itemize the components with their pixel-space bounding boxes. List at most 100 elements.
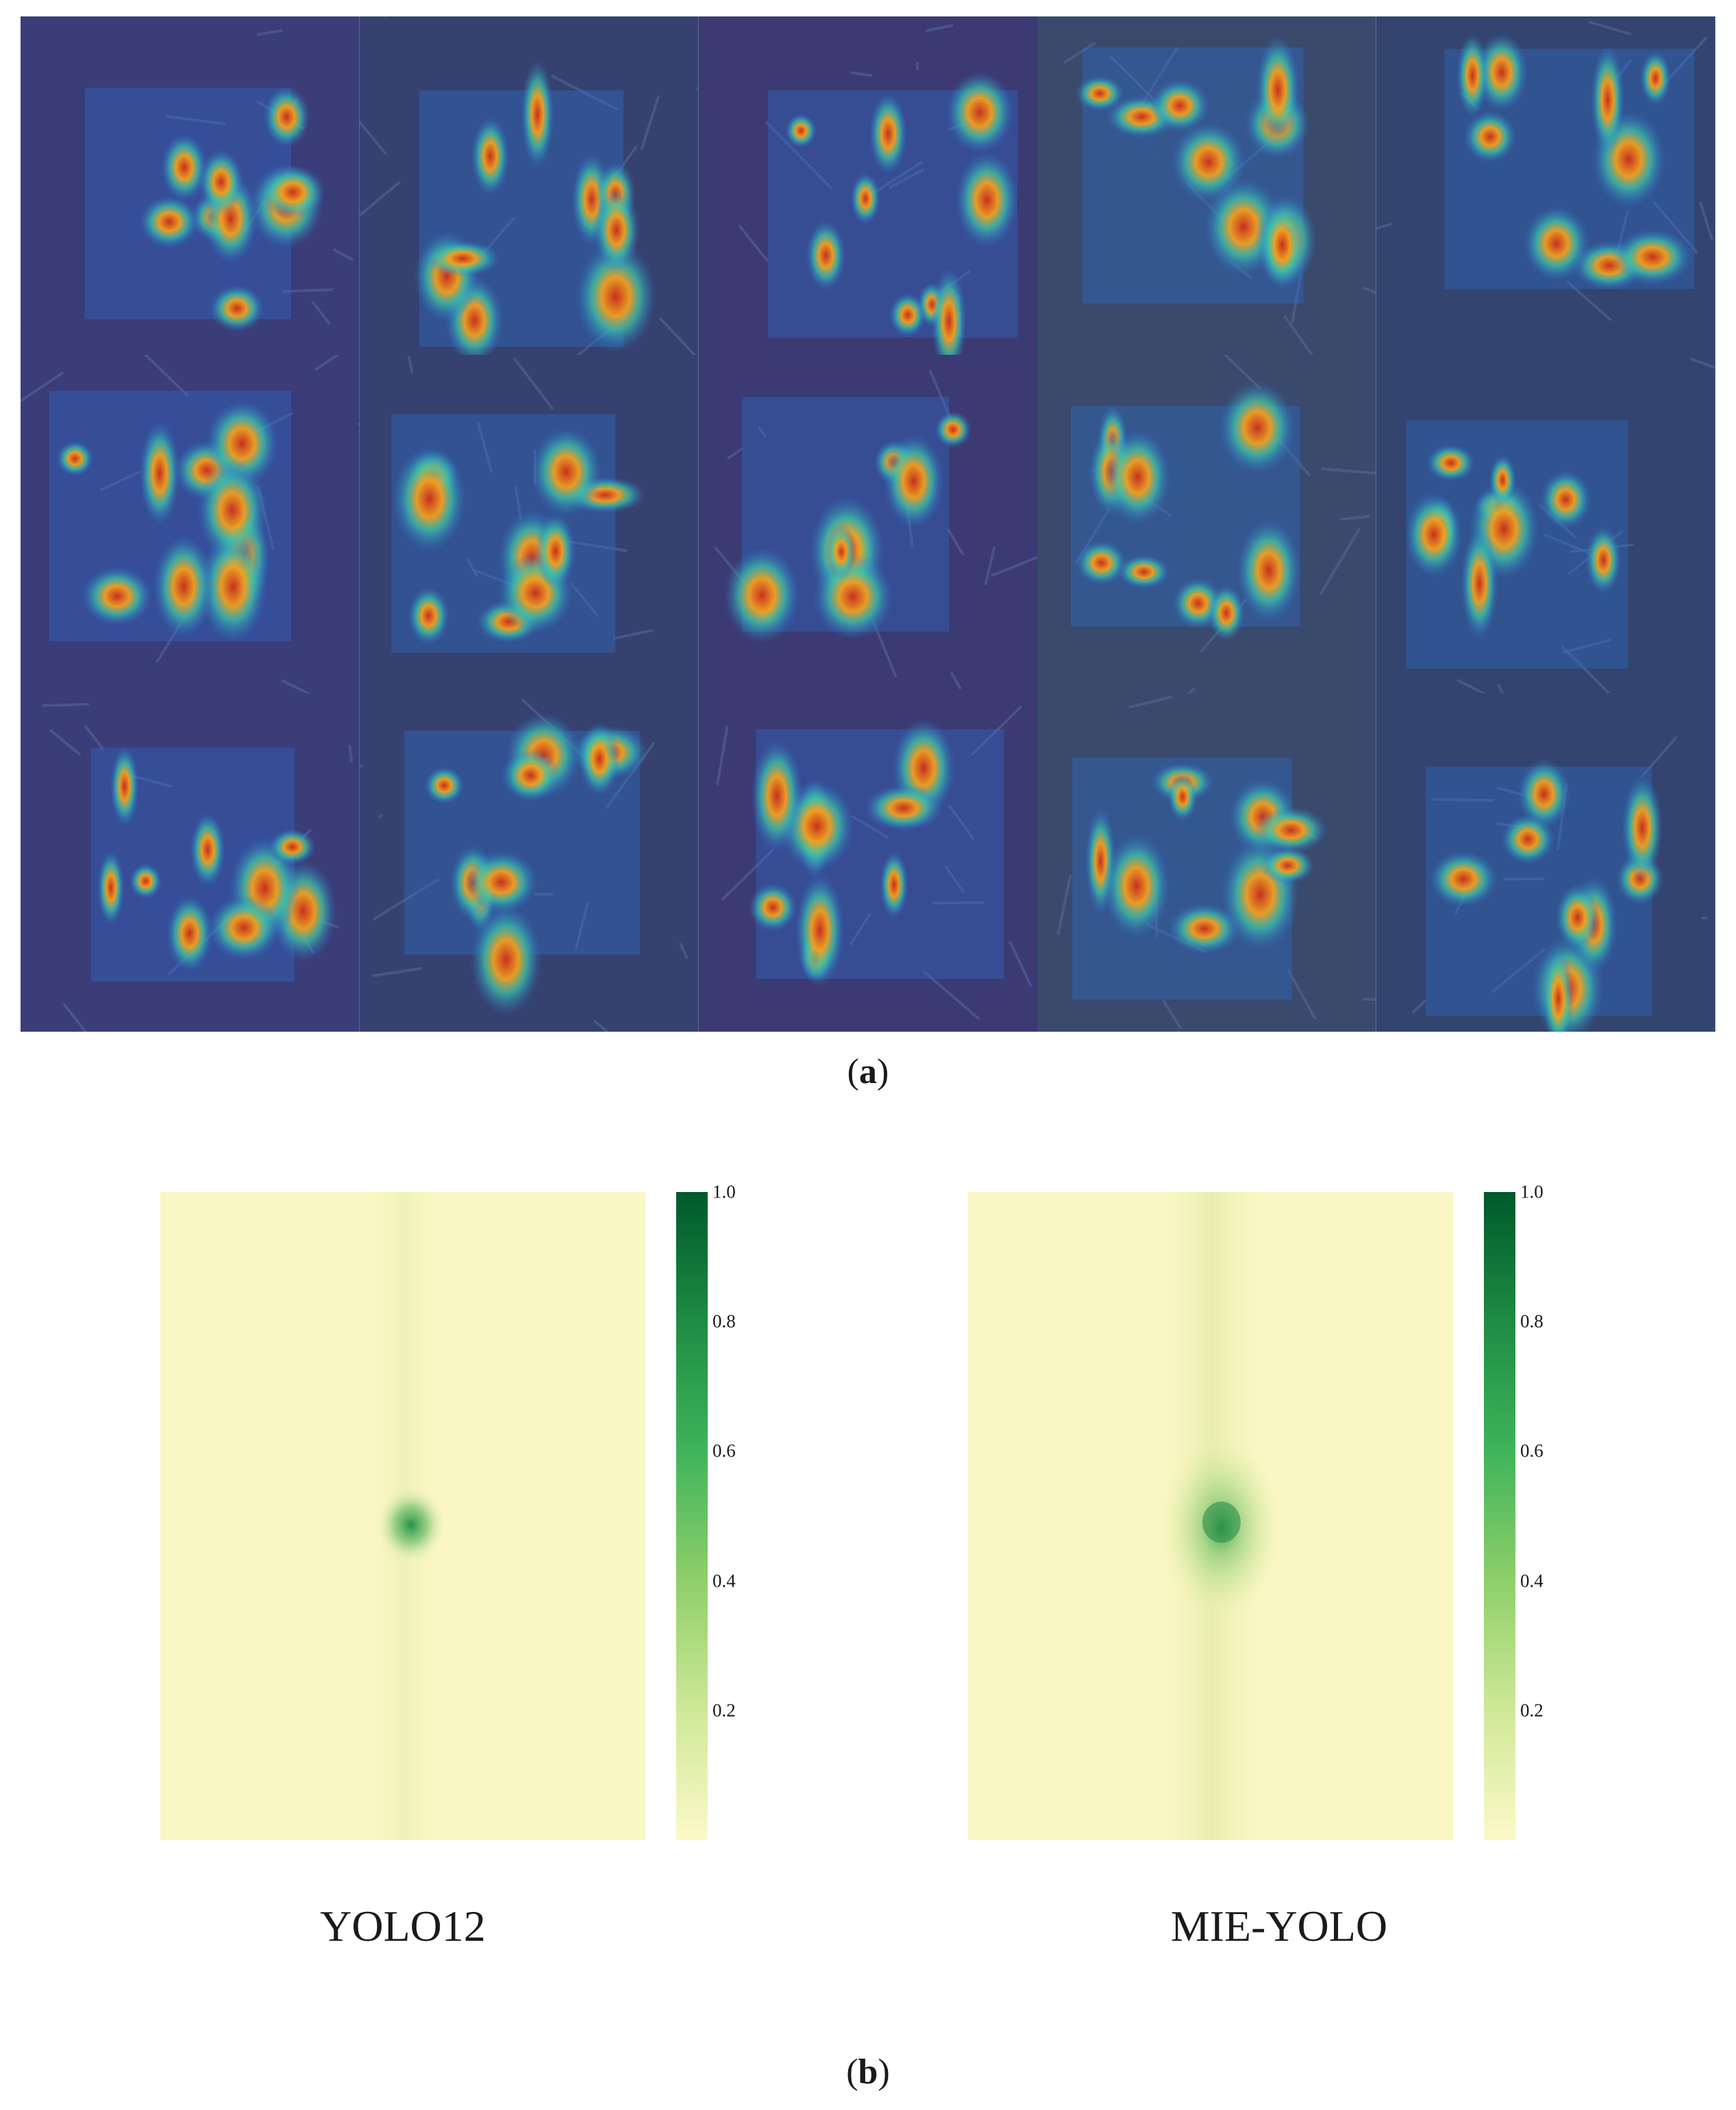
foliage-stroke bbox=[765, 121, 833, 190]
foliage-stroke bbox=[1430, 797, 1495, 802]
foliage-stroke bbox=[314, 355, 340, 371]
activation-blob bbox=[1219, 381, 1296, 474]
foliage-stroke bbox=[567, 540, 628, 552]
foliage-stroke bbox=[550, 74, 619, 111]
activation-blob bbox=[110, 746, 139, 828]
activation-blob bbox=[1523, 206, 1590, 282]
foliage-stroke bbox=[99, 470, 142, 492]
activation-blob bbox=[889, 293, 927, 338]
foliage-stroke bbox=[143, 355, 190, 397]
gradcam-cell bbox=[359, 693, 699, 1032]
activation-blob bbox=[260, 165, 326, 220]
foliage-stroke bbox=[947, 804, 975, 841]
activation-blob bbox=[269, 828, 317, 865]
foliage-stroke bbox=[950, 671, 962, 690]
activation-blob bbox=[1639, 50, 1672, 106]
activation-blob bbox=[160, 133, 208, 202]
activation-blob bbox=[575, 240, 656, 353]
gradcam-image bbox=[1376, 355, 1715, 693]
cell-background bbox=[698, 693, 1038, 1032]
foliage-stroke bbox=[970, 705, 1022, 756]
tick-label: 0.6 bbox=[1520, 1440, 1543, 1461]
activation-blob bbox=[1404, 492, 1463, 578]
foliage-stroke bbox=[921, 969, 980, 1020]
activation-blob bbox=[139, 421, 180, 526]
foliage-stroke bbox=[42, 703, 89, 707]
activation-blob bbox=[501, 748, 560, 802]
activation-blob bbox=[521, 60, 554, 169]
gradcam-cell bbox=[21, 16, 360, 355]
activation-blob bbox=[850, 172, 881, 225]
activation-blob bbox=[882, 433, 944, 529]
activation-blob bbox=[1076, 75, 1125, 112]
foliage-stroke bbox=[62, 1003, 88, 1032]
activation-blob bbox=[471, 116, 510, 197]
activation-blob bbox=[97, 849, 125, 926]
gradcam-grid bbox=[21, 16, 1715, 1032]
foliage-stroke bbox=[372, 878, 440, 921]
foliage-stroke bbox=[1008, 940, 1032, 987]
activation-blob bbox=[55, 440, 94, 477]
foliage-stroke bbox=[371, 967, 423, 978]
activation-blob bbox=[530, 427, 602, 517]
gradcam-image bbox=[698, 16, 1038, 355]
foliage-stroke bbox=[943, 865, 965, 894]
activation-blob bbox=[263, 86, 310, 148]
foliage-stroke bbox=[1411, 999, 1427, 1015]
gradcam-image bbox=[698, 355, 1038, 693]
activation-blob bbox=[945, 71, 1014, 154]
activation-blob bbox=[1208, 584, 1245, 641]
tick-label: 0.2 bbox=[712, 1700, 736, 1721]
gradcam-image bbox=[21, 355, 360, 693]
foliage-stroke bbox=[84, 725, 105, 750]
tick-label: 0.6 bbox=[712, 1440, 736, 1461]
foliage-stroke bbox=[1652, 200, 1699, 254]
foliage-stroke bbox=[1588, 20, 1632, 36]
tick-label: 1.0 bbox=[1520, 1181, 1543, 1202]
foliage-stroke bbox=[569, 582, 599, 617]
gradcam-image bbox=[359, 355, 699, 693]
gradcam-cell bbox=[1037, 16, 1377, 355]
activation-blob bbox=[578, 721, 621, 797]
activation-blob bbox=[1555, 883, 1600, 952]
activation-blob bbox=[424, 766, 464, 805]
activation-blob bbox=[392, 445, 467, 552]
activation-blob bbox=[868, 92, 908, 175]
foliage-stroke bbox=[726, 447, 744, 460]
foliage-stroke bbox=[612, 628, 654, 641]
foliage-stroke bbox=[257, 29, 283, 36]
tick-label: 1.0 bbox=[712, 1181, 736, 1202]
foliage-stroke bbox=[359, 120, 387, 156]
activation-blob bbox=[153, 534, 214, 638]
gradcam-cell bbox=[1376, 16, 1715, 355]
gradcam-cell bbox=[1037, 693, 1377, 1032]
activation-blob bbox=[1254, 806, 1328, 854]
foliage-stroke bbox=[377, 813, 384, 819]
activation-blob bbox=[954, 151, 1019, 249]
activation-blob bbox=[930, 266, 967, 355]
foliage-stroke bbox=[1063, 41, 1096, 64]
activation-blob bbox=[1622, 775, 1663, 881]
activation-blob bbox=[1543, 947, 1574, 1032]
gradcam-cell bbox=[698, 693, 1038, 1032]
foliage-stroke bbox=[640, 95, 660, 150]
foliage-stroke bbox=[165, 114, 225, 125]
activation-blob bbox=[535, 512, 575, 591]
foliage-stroke bbox=[1698, 201, 1714, 240]
activation-blob bbox=[1585, 525, 1622, 595]
activation-blob bbox=[1237, 519, 1302, 622]
gradcam-image bbox=[21, 16, 360, 355]
activation-blob bbox=[199, 530, 268, 643]
gradcam-image bbox=[1037, 355, 1377, 693]
activation-blob bbox=[1261, 847, 1315, 884]
foliage-stroke bbox=[1321, 467, 1377, 475]
foliage-stroke bbox=[1283, 314, 1314, 355]
foliage-stroke bbox=[1491, 947, 1546, 993]
foliage-stroke bbox=[311, 300, 331, 325]
foliage-stroke bbox=[1363, 286, 1377, 295]
foliage-stroke bbox=[990, 556, 1038, 578]
foliage-stroke bbox=[282, 288, 334, 293]
foliage-stroke bbox=[1056, 874, 1072, 935]
tick-label: 0.4 bbox=[712, 1570, 736, 1591]
gradcam-image bbox=[1376, 693, 1715, 1032]
